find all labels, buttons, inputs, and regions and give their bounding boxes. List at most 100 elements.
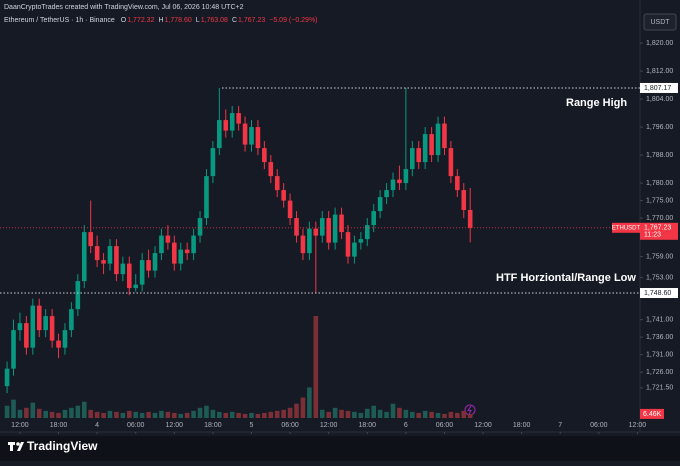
y-tick-label: 1,804.00 xyxy=(646,96,673,103)
x-tick-label: 5 xyxy=(250,422,254,429)
x-tick-label: 18:00 xyxy=(513,422,531,429)
last-price-label: 1,767.23 xyxy=(644,225,671,232)
volume-bar xyxy=(191,410,196,418)
volume-bar xyxy=(62,409,68,418)
volume-bar xyxy=(403,409,409,418)
volume-bar xyxy=(139,412,145,418)
candle-body xyxy=(197,218,203,236)
y-tick-label: 1,812.00 xyxy=(646,68,673,75)
volume-bar xyxy=(184,412,190,418)
ohlc-value: 1,778.60 xyxy=(165,17,192,24)
ohlc-value: 1,772.32 xyxy=(127,17,154,24)
candle-body xyxy=(114,246,119,275)
candle-body xyxy=(4,368,10,387)
x-tick-label: 12:00 xyxy=(474,422,492,429)
volume-bar xyxy=(4,405,10,418)
x-tick-label: 06:00 xyxy=(281,422,299,429)
volume-bar xyxy=(390,403,396,418)
volume-bar xyxy=(300,397,306,418)
volume-bar xyxy=(352,411,357,418)
candle-body xyxy=(133,284,139,289)
y-tick-label: 1,753.00 xyxy=(646,274,673,281)
candle-body xyxy=(397,179,402,184)
x-tick-label: 4 xyxy=(95,422,99,429)
level-annotation: Range High xyxy=(566,97,627,109)
candle-body xyxy=(377,197,383,212)
x-tick-label: 12:00 xyxy=(320,422,338,429)
candle-body xyxy=(371,211,377,226)
candle-body xyxy=(255,127,261,149)
x-tick-label: 18:00 xyxy=(204,422,222,429)
volume-bar xyxy=(339,409,344,418)
volume-bar xyxy=(345,410,351,418)
candle-body xyxy=(236,113,241,124)
volume-bar xyxy=(249,412,254,418)
x-tick-label: 18:00 xyxy=(50,422,68,429)
volume-bar xyxy=(172,412,177,418)
candle-body xyxy=(345,232,351,257)
candle-body xyxy=(410,148,415,170)
candle-body xyxy=(159,235,164,254)
candle-body xyxy=(75,281,81,310)
candle-body xyxy=(249,127,254,145)
volume-bar xyxy=(268,411,274,418)
volume-bar xyxy=(107,410,113,418)
volume-bar xyxy=(448,411,454,418)
candle-body xyxy=(178,249,184,264)
candle-body xyxy=(36,305,42,331)
volume-bar xyxy=(319,409,325,418)
change: −5.09 (−0.29%) xyxy=(269,17,317,24)
candle-body xyxy=(210,148,216,177)
level-label: 1,748.60 xyxy=(644,290,671,297)
volume-bar xyxy=(101,412,106,418)
candle-body xyxy=(94,246,100,261)
y-tick-label: 1,759.00 xyxy=(646,253,673,260)
y-tick-label: 1,726.00 xyxy=(646,369,673,376)
candle-body xyxy=(384,190,389,198)
candle-body xyxy=(390,179,396,191)
candle-body xyxy=(332,214,338,243)
x-tick-label: 06:00 xyxy=(590,422,608,429)
countdown: 11:23 xyxy=(644,232,661,239)
level-label: 1,807.17 xyxy=(644,85,671,92)
volume-bar xyxy=(364,408,370,418)
last-price-box xyxy=(640,222,678,240)
candle-body xyxy=(403,169,409,184)
candle-body xyxy=(422,134,428,163)
volume-bar xyxy=(43,410,48,418)
level-label-box xyxy=(640,82,678,93)
candle-body xyxy=(30,305,36,348)
volume-bar xyxy=(429,411,434,418)
event-bolt xyxy=(467,405,472,415)
volume-bar xyxy=(197,407,203,418)
candle-body xyxy=(217,120,222,149)
candle-body xyxy=(274,176,280,191)
level-annotation: HTF Horziontal/Range Low xyxy=(496,272,636,284)
y-tick-label: 1,736.00 xyxy=(646,334,673,341)
candle-body xyxy=(56,340,61,348)
volume-bar xyxy=(178,413,184,418)
volume-bar xyxy=(313,316,319,418)
volume-bar xyxy=(11,399,16,418)
volume-bar xyxy=(159,410,164,418)
candle-body xyxy=(287,200,293,219)
candle-body xyxy=(326,218,331,243)
volume-bar xyxy=(24,407,29,418)
y-tick-label: 1,780.00 xyxy=(646,180,673,187)
ohlc-value: 1,763.08 xyxy=(201,17,228,24)
volume-bar xyxy=(114,411,119,418)
candle-body xyxy=(62,330,68,348)
y-tick-label: 1,788.00 xyxy=(646,152,673,159)
candle-body xyxy=(204,176,209,219)
volume-bar xyxy=(94,411,100,418)
y-tick-label: 1,820.00 xyxy=(646,40,673,47)
candle-body xyxy=(43,316,48,331)
volume-bar xyxy=(56,412,61,418)
ohlc-key: O xyxy=(121,17,127,24)
candle-body xyxy=(429,134,434,156)
volume-bar xyxy=(358,412,364,418)
y-tick-label: 1,731.00 xyxy=(646,351,673,358)
volume-bar xyxy=(467,413,473,418)
symbol: Ethereum / TetherUS · 1h · Binance xyxy=(4,17,115,24)
